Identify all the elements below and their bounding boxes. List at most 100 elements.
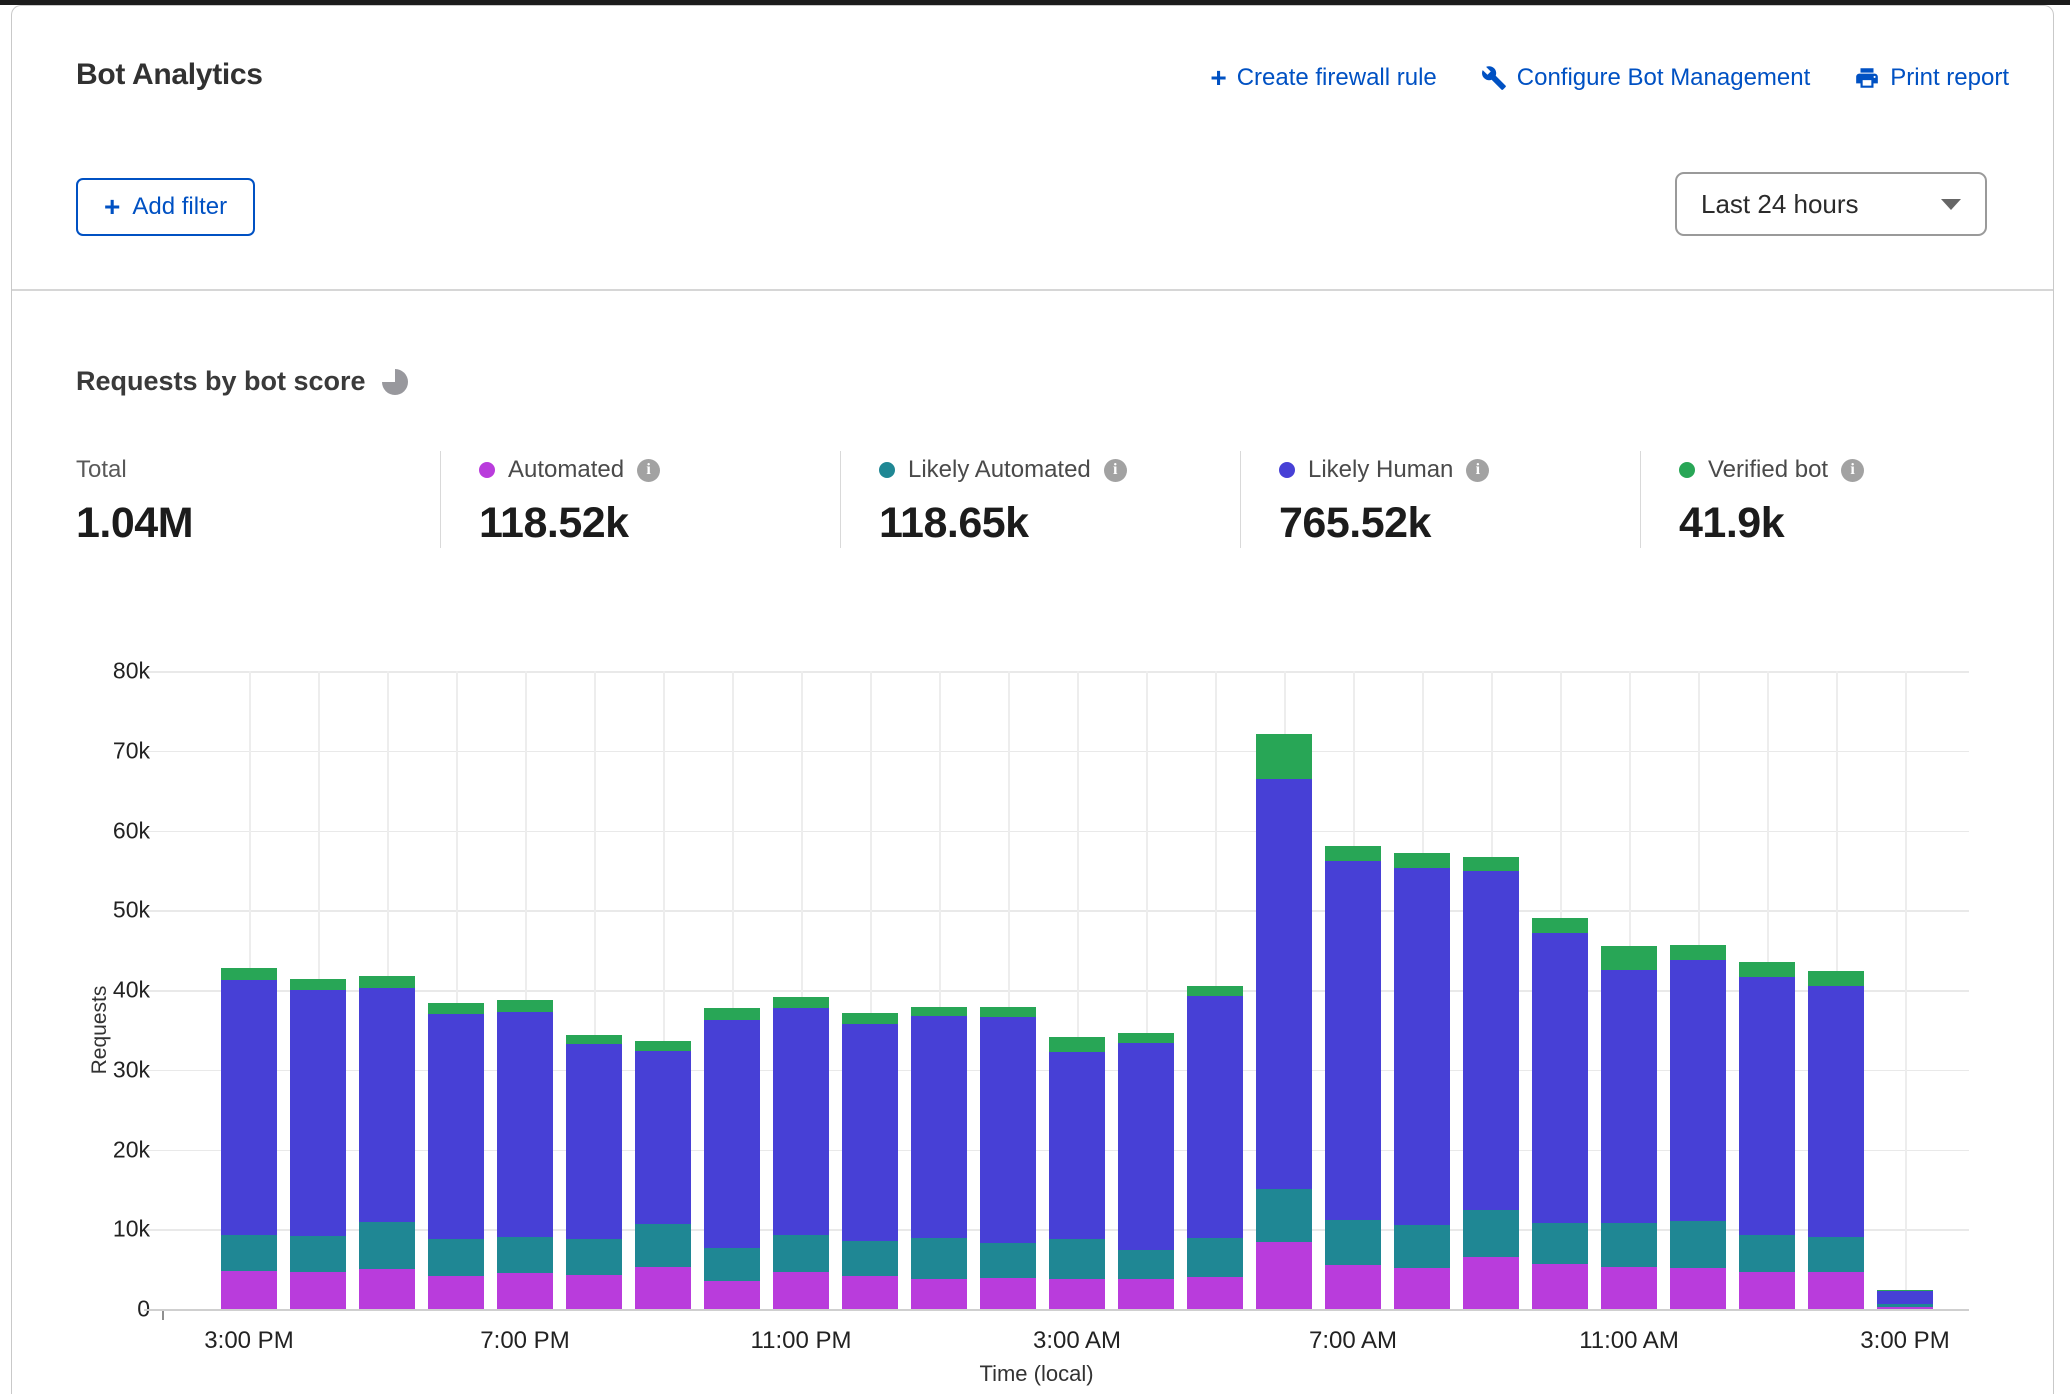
bar-segment-verified-bot[interactable] bbox=[497, 999, 553, 1012]
bar-segment-automated[interactable] bbox=[635, 1266, 691, 1309]
bar-segment-verified-bot[interactable] bbox=[1394, 852, 1450, 868]
chart-bar[interactable] bbox=[1877, 1289, 1933, 1309]
bar-segment-likely-automated[interactable] bbox=[1739, 1234, 1795, 1272]
bar-segment-likely-human[interactable] bbox=[911, 1016, 967, 1239]
bar-segment-likely-automated[interactable] bbox=[635, 1223, 691, 1267]
bar-segment-likely-human[interactable] bbox=[1739, 977, 1795, 1235]
chart-bar[interactable] bbox=[1670, 944, 1726, 1309]
bar-segment-verified-bot[interactable] bbox=[773, 997, 829, 1008]
bar-segment-automated[interactable] bbox=[1532, 1264, 1588, 1309]
bar-segment-verified-bot[interactable] bbox=[1187, 986, 1243, 997]
bar-segment-automated[interactable] bbox=[773, 1272, 829, 1309]
bar-segment-likely-human[interactable] bbox=[773, 1007, 829, 1235]
bar-segment-verified-bot[interactable] bbox=[635, 1041, 691, 1051]
bar-segment-likely-human[interactable] bbox=[704, 1019, 760, 1248]
bar-segment-likely-automated[interactable] bbox=[704, 1247, 760, 1282]
chart-bar[interactable] bbox=[1601, 946, 1657, 1309]
chart-bar[interactable] bbox=[566, 1034, 622, 1309]
bar-segment-likely-human[interactable] bbox=[359, 988, 415, 1223]
bar-segment-likely-human[interactable] bbox=[980, 1017, 1036, 1243]
bar-segment-likely-automated[interactable] bbox=[1877, 1304, 1933, 1307]
bar-segment-verified-bot[interactable] bbox=[980, 1006, 1036, 1018]
bar-segment-likely-automated[interactable] bbox=[773, 1234, 829, 1273]
bar-segment-verified-bot[interactable] bbox=[704, 1008, 760, 1020]
bar-segment-verified-bot[interactable] bbox=[1463, 856, 1519, 872]
bar-segment-likely-human[interactable] bbox=[221, 979, 277, 1235]
bar-segment-automated[interactable] bbox=[1256, 1242, 1312, 1309]
bar-segment-automated[interactable] bbox=[704, 1281, 760, 1309]
bar-segment-automated[interactable] bbox=[1118, 1279, 1174, 1309]
bar-segment-automated[interactable] bbox=[1394, 1267, 1450, 1309]
chart-bar[interactable] bbox=[1463, 856, 1519, 1309]
bar-segment-automated[interactable] bbox=[359, 1269, 415, 1309]
configure-bot-management-link[interactable]: Configure Bot Management bbox=[1481, 64, 1810, 92]
bar-segment-verified-bot[interactable] bbox=[428, 1002, 484, 1014]
bar-segment-likely-human[interactable] bbox=[842, 1023, 898, 1242]
bar-segment-likely-automated[interactable] bbox=[359, 1222, 415, 1270]
bar-segment-automated[interactable] bbox=[290, 1271, 346, 1309]
bar-segment-likely-automated[interactable] bbox=[980, 1242, 1036, 1278]
bar-segment-likely-automated[interactable] bbox=[911, 1238, 967, 1280]
bar-segment-verified-bot[interactable] bbox=[911, 1006, 967, 1017]
chart-bar[interactable] bbox=[290, 978, 346, 1309]
bar-segment-likely-automated[interactable] bbox=[1670, 1221, 1726, 1269]
bar-segment-likely-human[interactable] bbox=[1118, 1042, 1174, 1250]
bar-segment-likely-human[interactable] bbox=[1532, 933, 1588, 1223]
create-firewall-rule-link[interactable]: + Create firewall rule bbox=[1210, 64, 1436, 92]
bar-segment-verified-bot[interactable] bbox=[1049, 1037, 1105, 1053]
bar-segment-automated[interactable] bbox=[842, 1275, 898, 1309]
bar-segment-verified-bot[interactable] bbox=[1118, 1033, 1174, 1043]
info-icon[interactable]: i bbox=[1841, 458, 1865, 482]
bar-segment-verified-bot[interactable] bbox=[359, 975, 415, 989]
bar-segment-likely-human[interactable] bbox=[497, 1011, 553, 1238]
add-filter-button[interactable]: + Add filter bbox=[76, 178, 256, 236]
chart-bar[interactable] bbox=[1394, 852, 1450, 1309]
time-range-select[interactable]: Last 24 hours bbox=[1675, 172, 1987, 236]
bar-segment-verified-bot[interactable] bbox=[1532, 918, 1588, 934]
bar-segment-verified-bot[interactable] bbox=[1601, 946, 1657, 971]
bar-segment-likely-automated[interactable] bbox=[1187, 1238, 1243, 1278]
bar-segment-likely-automated[interactable] bbox=[1325, 1219, 1381, 1266]
bar-segment-automated[interactable] bbox=[1601, 1266, 1657, 1309]
bar-segment-automated[interactable] bbox=[1670, 1268, 1726, 1309]
bar-segment-automated[interactable] bbox=[1739, 1271, 1795, 1309]
chart-bar[interactable] bbox=[1325, 846, 1381, 1309]
bar-segment-likely-human[interactable] bbox=[1808, 986, 1864, 1238]
chart-bar[interactable] bbox=[1256, 734, 1312, 1309]
chart-bar[interactable] bbox=[1049, 1037, 1105, 1309]
bar-segment-likely-automated[interactable] bbox=[842, 1241, 898, 1276]
bar-segment-likely-human[interactable] bbox=[290, 990, 346, 1237]
info-icon[interactable]: i bbox=[1466, 458, 1490, 482]
bar-segment-likely-human[interactable] bbox=[1256, 779, 1312, 1190]
bar-segment-likely-human[interactable] bbox=[1877, 1290, 1933, 1305]
chart-bar[interactable] bbox=[1808, 970, 1864, 1309]
bar-segment-automated[interactable] bbox=[1463, 1257, 1519, 1309]
bar-segment-likely-automated[interactable] bbox=[1256, 1189, 1312, 1242]
bar-segment-verified-bot[interactable] bbox=[1670, 944, 1726, 960]
print-report-link[interactable]: Print report bbox=[1854, 64, 2009, 92]
bar-segment-automated[interactable] bbox=[497, 1273, 553, 1309]
bar-segment-verified-bot[interactable] bbox=[290, 978, 346, 991]
bar-segment-likely-automated[interactable] bbox=[1118, 1249, 1174, 1280]
chart-bar[interactable] bbox=[428, 1002, 484, 1309]
chart-bar[interactable] bbox=[1532, 918, 1588, 1309]
bar-segment-automated[interactable] bbox=[911, 1279, 967, 1309]
bar-segment-likely-human[interactable] bbox=[1394, 867, 1450, 1226]
chart-bar[interactable] bbox=[1118, 1033, 1174, 1309]
bar-segment-likely-human[interactable] bbox=[1463, 871, 1519, 1211]
bar-segment-likely-automated[interactable] bbox=[290, 1236, 346, 1272]
chart-bar[interactable] bbox=[635, 1041, 691, 1309]
bar-segment-likely-automated[interactable] bbox=[1463, 1210, 1519, 1258]
bar-segment-likely-automated[interactable] bbox=[1808, 1237, 1864, 1273]
bar-segment-verified-bot[interactable] bbox=[1256, 734, 1312, 780]
bar-segment-automated[interactable] bbox=[1808, 1272, 1864, 1309]
bar-segment-verified-bot[interactable] bbox=[842, 1013, 898, 1024]
bar-segment-automated[interactable] bbox=[428, 1275, 484, 1309]
bar-segment-likely-automated[interactable] bbox=[566, 1238, 622, 1275]
chart-bar[interactable] bbox=[911, 1006, 967, 1309]
bar-segment-automated[interactable] bbox=[566, 1274, 622, 1309]
bar-segment-likely-human[interactable] bbox=[1670, 959, 1726, 1222]
bar-segment-automated[interactable] bbox=[1325, 1265, 1381, 1309]
bar-segment-likely-human[interactable] bbox=[1325, 860, 1381, 1220]
info-icon[interactable]: i bbox=[1103, 458, 1127, 482]
